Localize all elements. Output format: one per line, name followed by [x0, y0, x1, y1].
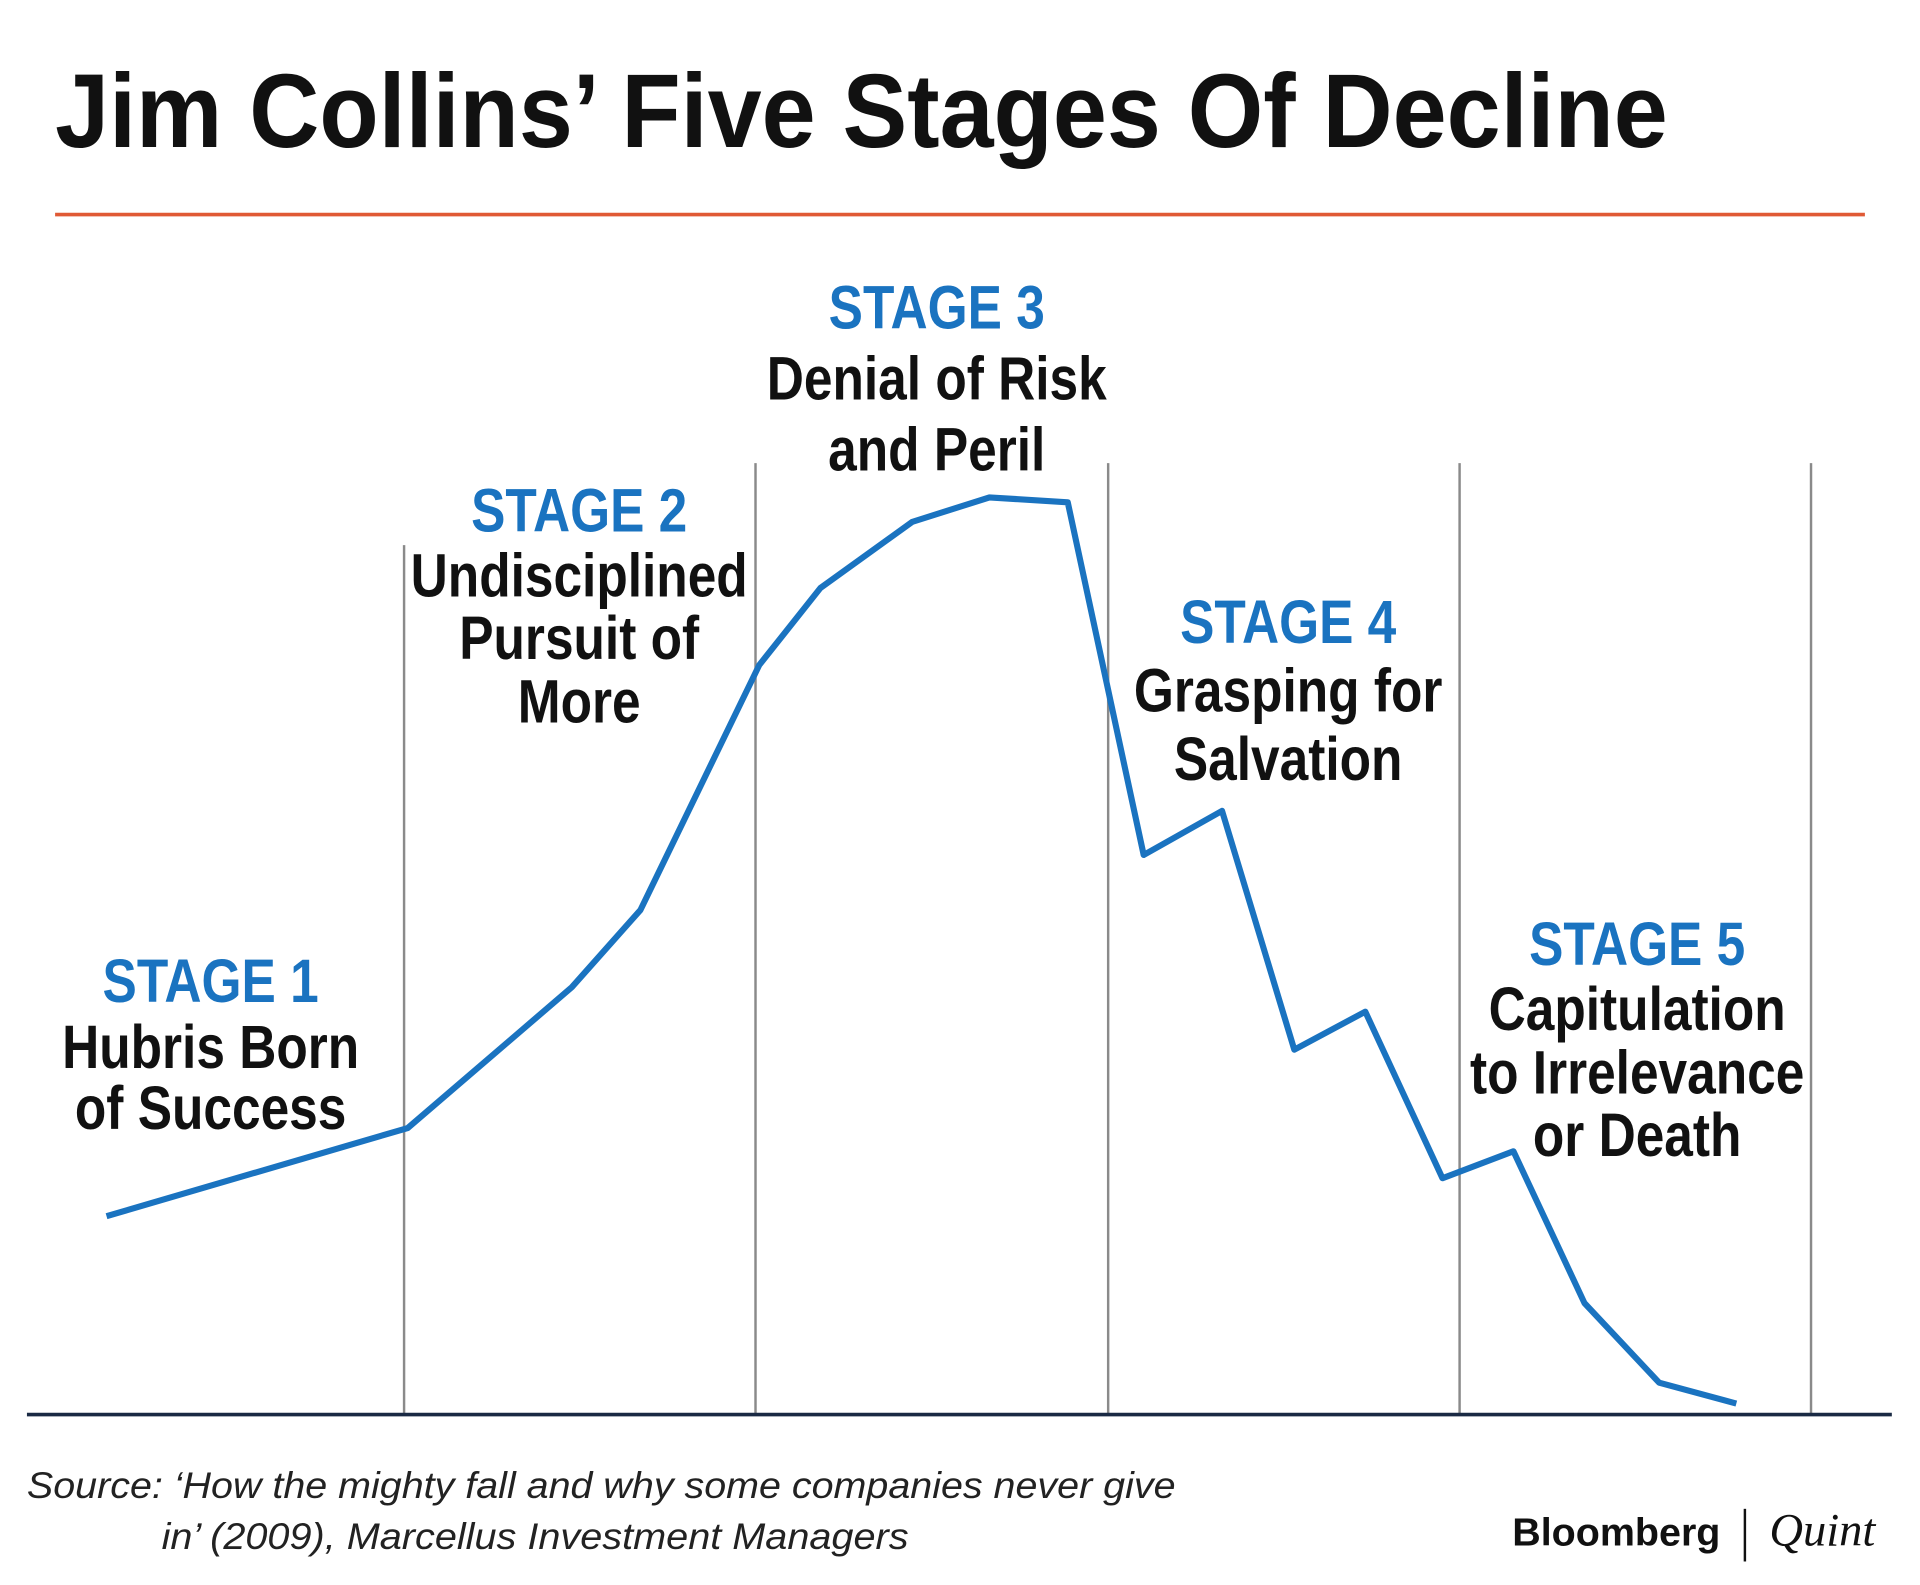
stage-label: STAGE 1 [103, 947, 319, 1015]
logo-bloomberg: Bloomberg [1512, 1512, 1720, 1555]
stage-label: STAGE 2 [471, 476, 687, 544]
stage-2: STAGE 2 Undisciplined Pursuit of More [411, 476, 748, 735]
stage-text: Salvation [1174, 725, 1403, 793]
stage-label: STAGE 4 [1180, 588, 1397, 656]
stage-text: or Death [1533, 1101, 1742, 1169]
stage-text: to Irrelevance [1470, 1038, 1804, 1106]
logo-quint: Quint [1769, 1506, 1876, 1557]
stage-1: STAGE 1 Hubris Born of Success [62, 947, 359, 1143]
stage-text: Undisciplined [411, 541, 748, 609]
stage-4: STAGE 4 Grasping for Salvation [1134, 588, 1442, 793]
stage-3: STAGE 3 Denial of Risk and Peril [767, 273, 1107, 483]
stage-label: STAGE 5 [1529, 910, 1745, 978]
stage-text: of Success [75, 1074, 346, 1142]
stage-text: and Peril [828, 415, 1045, 483]
stage-text: Pursuit of [459, 604, 699, 672]
stage-text: Hubris Born [62, 1013, 359, 1081]
source-line: Source: ‘How the mighty fall and why som… [27, 1465, 1176, 1506]
stage-text: Grasping for [1134, 656, 1442, 724]
title: Jim Collins’ Five Stages Of Decline [55, 53, 1668, 170]
stage-5: STAGE 5 Capitulation to Irrelevance or D… [1470, 910, 1804, 1169]
source-line: in’ (2009), Marcellus Investment Manager… [162, 1516, 909, 1557]
stage-label: STAGE 3 [829, 273, 1045, 341]
stage-dividers [402, 463, 1813, 1415]
stage-text: Denial of Risk [767, 344, 1107, 412]
stage-text: Capitulation [1489, 975, 1786, 1043]
decline-curve [105, 494, 1738, 1407]
stage-text: More [518, 667, 641, 735]
